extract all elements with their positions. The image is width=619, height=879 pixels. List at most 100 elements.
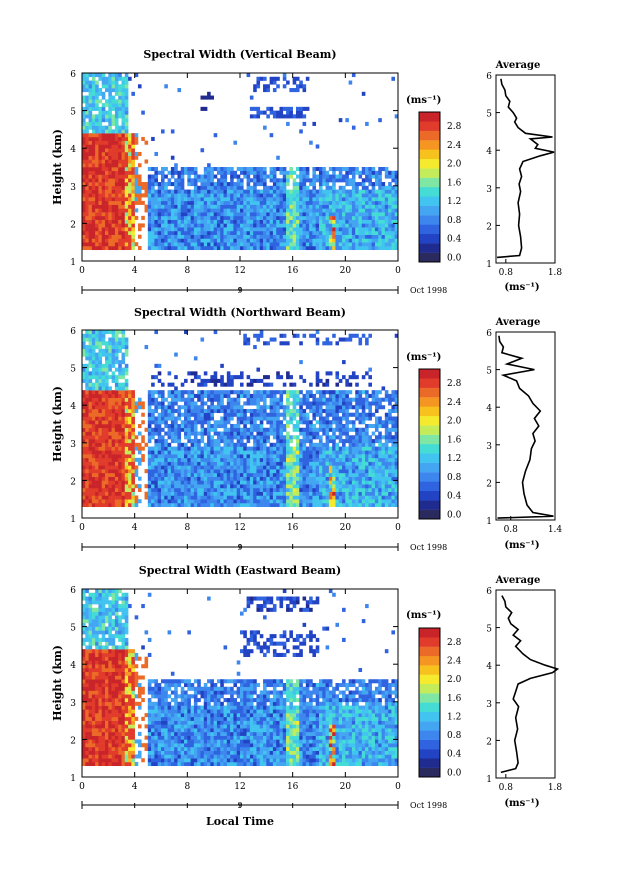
heatmap-cell	[82, 238, 86, 242]
heatmap-cell	[280, 227, 284, 231]
heatmap-cell	[135, 499, 139, 503]
heatmap-cell	[378, 186, 382, 190]
heatmap-cell	[105, 503, 109, 507]
heatmap-cell	[102, 242, 106, 246]
heatmap-cell	[187, 488, 191, 492]
heatmap-cell	[201, 432, 205, 436]
heatmap-cell	[329, 465, 333, 469]
heatmap-cell	[250, 171, 254, 175]
heatmap-cell	[122, 401, 126, 405]
heatmap-cell	[125, 141, 129, 145]
heatmap-cell	[306, 447, 310, 451]
heatmap-cell	[256, 480, 260, 484]
heatmap-cell	[201, 480, 205, 484]
colorbar-swatch	[419, 140, 440, 150]
heatmap-cell	[227, 390, 231, 394]
heatmap-cell	[148, 454, 152, 458]
heatmap-cell	[214, 454, 218, 458]
heatmap-cell	[118, 103, 122, 107]
heatmap-cell	[98, 379, 102, 383]
heatmap-cell	[187, 390, 191, 394]
heatmap-cell	[201, 178, 205, 182]
heatmap-cell	[349, 223, 353, 227]
heatmap-cell	[95, 341, 99, 345]
heatmap-cell	[102, 126, 106, 130]
heatmap-cell	[125, 73, 129, 77]
heatmap-cell	[98, 386, 102, 390]
heatmap-cell	[115, 330, 119, 334]
heatmap-cell	[181, 201, 185, 205]
heatmap-cell	[322, 178, 326, 182]
heatmap-cell	[273, 473, 277, 477]
heatmap-cell	[181, 182, 185, 186]
heatmap-cell	[197, 216, 201, 220]
heatmap-cell	[256, 439, 260, 443]
heatmap-cell	[345, 216, 349, 220]
heatmap-cell	[148, 450, 152, 454]
heatmap-cell	[273, 193, 277, 197]
heatmap-cell	[240, 480, 244, 484]
heatmap-cell	[316, 201, 320, 205]
heatmap-cell	[210, 171, 214, 175]
heatmap-cell	[204, 390, 208, 394]
heatmap-cell	[181, 220, 185, 224]
heatmap-cell	[207, 186, 211, 190]
heatmap-cell	[240, 439, 244, 443]
heatmap-cell	[131, 92, 135, 96]
heatmap-cell	[128, 156, 132, 160]
heatmap-cell	[122, 338, 126, 342]
heatmap-cell	[263, 443, 267, 447]
heatmap-cell	[237, 167, 241, 171]
heatmap-cell	[253, 84, 257, 88]
heatmap-cell	[115, 405, 119, 409]
heatmap-cell	[345, 201, 349, 205]
heatmap-cell	[253, 447, 257, 451]
heatmap-cell	[309, 227, 313, 231]
heatmap-cell	[260, 216, 264, 220]
heatmap-cell	[247, 409, 251, 413]
heatmap-cell	[250, 499, 254, 503]
heatmap-cell	[220, 238, 224, 242]
heatmap-cell	[125, 186, 129, 190]
heatmap-cell	[181, 420, 185, 424]
heatmap-cell	[372, 201, 376, 205]
heatmap-cell	[92, 216, 96, 220]
heatmap-cell	[85, 129, 89, 133]
heatmap-cell	[92, 190, 96, 194]
heatmap-cell	[247, 178, 251, 182]
heatmap-cell	[233, 458, 237, 462]
heatmap-cell	[105, 171, 109, 175]
heatmap-cell	[151, 197, 155, 201]
heatmap-cell	[105, 175, 109, 179]
heatmap-cell	[204, 465, 208, 469]
heatmap-cell	[207, 458, 211, 462]
heatmap-cell	[151, 413, 155, 417]
heatmap-cell	[85, 178, 89, 182]
heatmap-cell	[158, 197, 162, 201]
heatmap-cell	[89, 246, 93, 250]
heatmap-cell	[329, 178, 333, 182]
heatmap-cell	[174, 178, 178, 182]
heatmap-cell	[112, 216, 116, 220]
heatmap-cell	[256, 238, 260, 242]
heatmap-cell	[253, 182, 257, 186]
heatmap-cell	[329, 492, 333, 496]
heatmap-cell	[158, 223, 162, 227]
heatmap-cell	[319, 205, 323, 209]
heatmap-cell	[89, 428, 93, 432]
heatmap-cell	[161, 208, 165, 212]
heatmap-cell	[158, 405, 162, 409]
heatmap-cell	[135, 178, 139, 182]
heatmap-cell	[184, 495, 188, 499]
heatmap-cell	[368, 182, 372, 186]
heatmap-cell	[230, 492, 234, 496]
heatmap-cell	[293, 231, 297, 235]
heatmap-cell	[359, 182, 363, 186]
heatmap-cell	[154, 432, 158, 436]
heatmap-cell	[312, 488, 316, 492]
heatmap-cell	[207, 394, 211, 398]
heatmap-cell	[266, 428, 270, 432]
heatmap-cell	[293, 469, 297, 473]
heatmap-cell	[273, 477, 277, 481]
heatmap-cell	[359, 175, 363, 179]
